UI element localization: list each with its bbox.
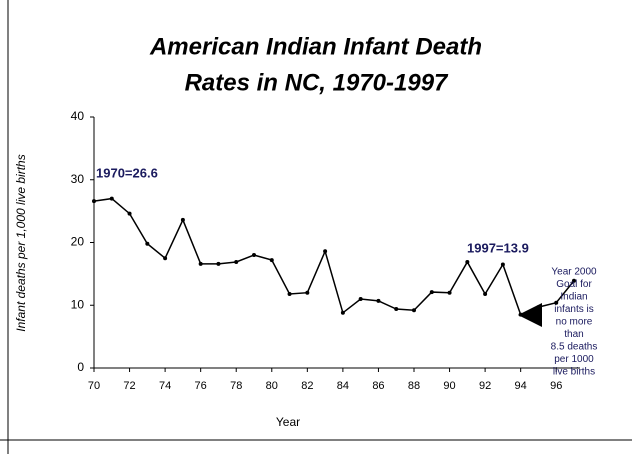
- point: [429, 290, 434, 295]
- chart-title: American Indian Infant Death: [149, 33, 482, 60]
- x-tick-label: 94: [515, 380, 527, 392]
- point: [536, 305, 541, 310]
- goal-note: per 1000: [554, 354, 594, 365]
- goal-note: than: [564, 329, 583, 340]
- point: [554, 300, 559, 305]
- point: [340, 310, 345, 315]
- point: [500, 262, 505, 267]
- point: [252, 253, 256, 258]
- annotation: 1997=13.9: [467, 240, 529, 255]
- point: [572, 278, 576, 283]
- point: [287, 291, 292, 296]
- point: [447, 290, 452, 295]
- y-tick-label: 20: [71, 235, 85, 249]
- point: [305, 290, 310, 295]
- point: [127, 211, 132, 216]
- y-tick-label: 40: [71, 109, 85, 123]
- x-tick-label: 84: [337, 380, 349, 392]
- point: [269, 258, 274, 263]
- point: [145, 241, 150, 246]
- x-tick-label: 90: [443, 380, 455, 392]
- x-tick-label: 86: [372, 380, 384, 392]
- annotation: 1970=26.6: [96, 165, 158, 180]
- x-tick-label: 72: [123, 380, 135, 392]
- point: [358, 296, 363, 301]
- x-tick-label: 80: [266, 380, 278, 392]
- line: [93, 197, 575, 316]
- x-tick-label: 82: [301, 380, 313, 392]
- x-tick-label: 76: [195, 380, 207, 392]
- point: [92, 199, 96, 204]
- y-tick-label: 30: [71, 172, 85, 186]
- point: [323, 249, 328, 254]
- point: [216, 261, 221, 266]
- x-tick-label: 88: [408, 380, 420, 392]
- point: [180, 217, 185, 222]
- goal-note: Goal for: [556, 279, 592, 290]
- goal-note: infants is: [554, 304, 593, 315]
- point: [163, 256, 168, 261]
- point: [518, 312, 523, 317]
- goal-note: no more: [556, 317, 593, 328]
- point: [198, 261, 203, 266]
- goal-note: Year 2000: [551, 267, 597, 278]
- y-axis-label: Infant deaths per 1,000 live births: [14, 154, 28, 331]
- point: [376, 298, 381, 303]
- y-tick-label: 10: [71, 297, 85, 311]
- goal-note: Indian: [560, 292, 587, 303]
- y-tick-label: 0: [77, 360, 84, 374]
- goal-arrow: [518, 303, 542, 327]
- x-tick-label: 96: [550, 380, 562, 392]
- x-axis-label: Year: [276, 415, 300, 429]
- point: [465, 259, 470, 264]
- point: [234, 259, 239, 264]
- point: [394, 307, 399, 312]
- point: [483, 291, 488, 296]
- goal-note: 8.5 deaths: [551, 342, 598, 353]
- point: [412, 308, 416, 313]
- x-tick-label: 92: [479, 380, 491, 392]
- point: [109, 196, 114, 201]
- chart-title: Rates in NC, 1970-1997: [185, 69, 449, 96]
- x-tick-label: 70: [88, 380, 100, 392]
- x-tick-label: 78: [230, 380, 242, 392]
- goal-note: live births: [553, 367, 595, 378]
- x-tick-label: 74: [159, 380, 171, 392]
